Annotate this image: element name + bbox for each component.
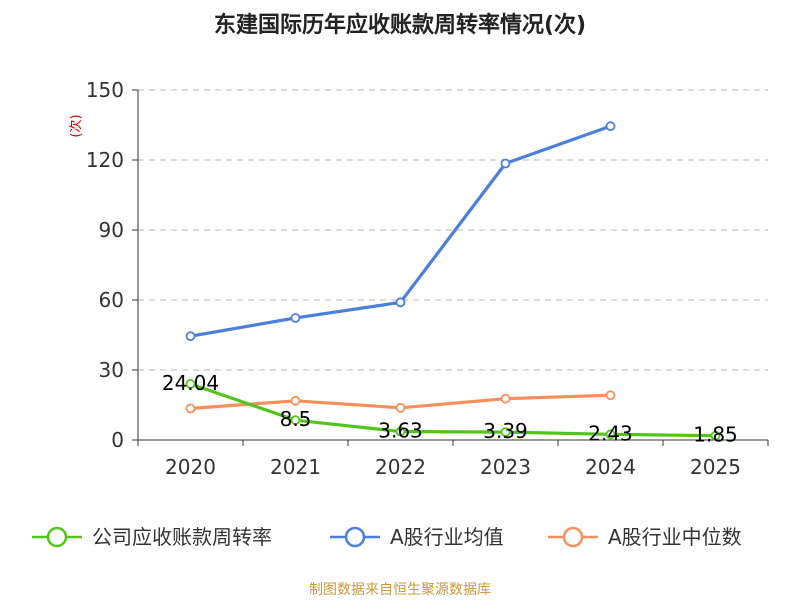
data-label: 8.5 bbox=[280, 407, 312, 431]
chart-title: 东建国际历年应收账款周转率情况(次) bbox=[214, 12, 586, 38]
series-line-0 bbox=[188, 382, 718, 438]
axes bbox=[132, 89, 769, 446]
x-tick-label: 2025 bbox=[690, 455, 741, 479]
x-ticks: 2020 2021 2022 2023 2024 2025 bbox=[165, 455, 741, 479]
legend[interactable]: 公司应收账款周转率 A股行业均值 A股行业中位数 bbox=[32, 525, 742, 549]
data-point bbox=[395, 402, 406, 413]
data-label: 24.04 bbox=[162, 371, 219, 395]
data-point bbox=[290, 415, 301, 426]
data-point bbox=[605, 121, 616, 132]
x-tick-label: 2020 bbox=[165, 455, 216, 479]
legend-label: 公司应收账款周转率 bbox=[92, 525, 272, 549]
legend-swatch-marker bbox=[46, 526, 68, 548]
y-ticks: 0 30 60 90 120 150 bbox=[86, 78, 124, 452]
data-label: 2.43 bbox=[588, 421, 633, 445]
source-note: 制图数据来自恒生聚源数据库 bbox=[309, 582, 491, 598]
legend-item[interactable]: A股行业均值 bbox=[330, 525, 504, 549]
data-labels: 24.04 8.5 3.63 3.39 2.43 1.85 bbox=[162, 371, 738, 447]
x-tick-label: 2024 bbox=[585, 455, 636, 479]
data-point bbox=[185, 403, 196, 414]
data-point bbox=[500, 393, 511, 404]
y-tick-label: 60 bbox=[99, 288, 124, 312]
legend-item[interactable]: A股行业中位数 bbox=[548, 525, 742, 549]
y-tick-label: 150 bbox=[86, 78, 124, 102]
x-tick-label: 2021 bbox=[270, 455, 321, 479]
y-tick-label: 90 bbox=[99, 218, 124, 242]
legend-swatch-marker bbox=[562, 526, 584, 548]
data-point bbox=[395, 426, 406, 437]
data-label: 3.63 bbox=[378, 419, 423, 443]
data-label: 1.85 bbox=[693, 423, 738, 447]
data-point bbox=[185, 379, 196, 389]
series-group bbox=[185, 121, 721, 441]
data-point bbox=[290, 313, 301, 323]
data-point bbox=[395, 297, 406, 308]
legend-item[interactable]: 公司应收账款周转率 bbox=[32, 525, 272, 549]
data-point bbox=[500, 158, 511, 169]
x-tick-label: 2023 bbox=[480, 455, 531, 479]
data-label: 3.39 bbox=[483, 419, 528, 443]
data-point bbox=[605, 390, 616, 401]
data-point bbox=[710, 430, 721, 441]
legend-label: A股行业均值 bbox=[390, 525, 504, 549]
y-tick-label: 0 bbox=[111, 428, 124, 452]
x-tick-label: 2022 bbox=[375, 455, 426, 479]
legend-swatch-marker bbox=[344, 526, 366, 548]
data-point bbox=[500, 427, 511, 437]
y-tick-label: 120 bbox=[86, 148, 124, 172]
data-point bbox=[605, 429, 616, 440]
data-point bbox=[185, 331, 196, 342]
gridlines bbox=[138, 89, 768, 371]
y-tick-label: 30 bbox=[99, 358, 124, 382]
legend-label: A股行业中位数 bbox=[608, 525, 742, 549]
y-axis-label: (次) bbox=[68, 114, 84, 137]
data-point bbox=[290, 395, 301, 406]
